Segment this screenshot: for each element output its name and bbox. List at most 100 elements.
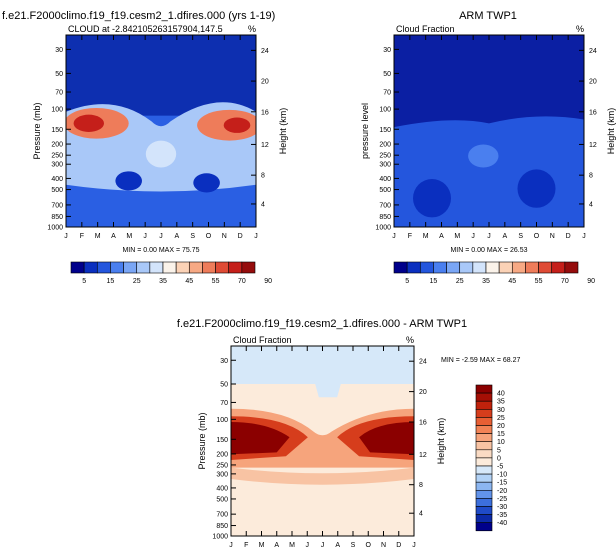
heatmap-low-patch-2 [517, 169, 556, 208]
colorbar-label: -25 [497, 496, 507, 503]
x-tick-label: J [306, 542, 310, 549]
colorbar-box [564, 261, 579, 274]
x-tick-label: M [95, 233, 101, 240]
y-tick-label: 50 [383, 71, 391, 78]
colorbar-label: 70 [238, 278, 246, 285]
y-tick-label: 100 [379, 107, 391, 114]
x-tick-label: A [502, 233, 507, 240]
x-tick-label: S [190, 233, 195, 240]
y-right-tick-label: 8 [261, 173, 265, 180]
colorbar-box [475, 433, 493, 443]
colorbar-label: 15 [430, 278, 438, 285]
colorbar-label: 0 [497, 455, 501, 462]
colorbar-box [498, 261, 513, 274]
x-tick-label: J [471, 233, 475, 240]
chart-title: f.e21.F2000climo.f19_f19.cesm2_1.dfires.… [177, 318, 467, 330]
units-label: % [248, 24, 256, 34]
panel-3: J F M A M J J A S O N D J 30 50 70 100 150 200 250 300 400 500… [197, 335, 446, 549]
y-tick-label: 500 [216, 496, 228, 503]
colorbar-label: -5 [497, 464, 503, 471]
x-tick-label: O [366, 542, 372, 549]
x-tick-label: J [143, 233, 147, 240]
colorbar-label: 10 [497, 439, 505, 446]
colorbar-box [475, 522, 493, 532]
heatmap-area [231, 346, 414, 536]
colorbar-box [475, 481, 493, 491]
y-tick-label: 100 [216, 417, 228, 424]
colorbar-box [551, 261, 566, 274]
y-tick-label: 500 [51, 187, 63, 194]
colorbar-box [475, 425, 493, 434]
x-tick-label: J [487, 233, 491, 240]
y-tick-label: 30 [55, 47, 63, 54]
min-max-stats: MIN = 0.00 MAX = 75.75 [122, 247, 199, 254]
heatmap-mid-light [145, 140, 177, 168]
x-tick-label: D [238, 233, 243, 240]
y-tick-label: 250 [379, 153, 391, 160]
colorbar-box [538, 261, 553, 274]
colorbar-box [241, 261, 256, 274]
y-tick-label: 70 [220, 400, 228, 407]
heatmap-low-dark-2 [193, 173, 220, 193]
y-right-tick-label: 24 [419, 359, 427, 366]
colorbar-label: 35 [482, 278, 490, 285]
x-tick-label: F [80, 233, 84, 240]
x-tick-label: O [206, 233, 212, 240]
heatmap-peak-east-core [223, 117, 251, 133]
y-right-tick-label: 12 [419, 452, 427, 459]
colorbar-label: -35 [497, 512, 507, 519]
x-tick-label: M [289, 542, 295, 549]
colorbar-2: 5 15 25 35 45 55 70 90 [393, 261, 595, 285]
y-axis-right-label: Height (km) [436, 418, 446, 465]
chart-title: f.e21.F2000climo.f19_f19.cesm2_1.dfires.… [2, 10, 275, 22]
y-tick-label: 400 [216, 485, 228, 492]
colorbar-label: 40 [497, 391, 505, 398]
x-tick-label: N [381, 542, 386, 549]
colorbar-box [475, 506, 493, 515]
y-tick-label: 250 [51, 153, 63, 160]
colorbar-label: 25 [497, 415, 505, 422]
y-tick-label: 700 [216, 512, 228, 519]
y-right-tick-label: 16 [261, 109, 269, 116]
y-axis-label: pressure level [360, 103, 370, 159]
y-tick-label: 200 [379, 142, 391, 149]
x-tick-label: J [392, 233, 396, 240]
colorbar-box [475, 408, 493, 418]
colorbar-box [475, 514, 493, 523]
y-right-tick-label: 12 [589, 142, 597, 149]
y-axis-label: Pressure (mb) [32, 102, 42, 159]
x-tick-label: J [321, 542, 325, 549]
y-tick-label: 300 [216, 471, 228, 478]
colorbar-box [149, 261, 164, 274]
y-right-tick-label: 8 [419, 482, 423, 489]
x-tick-label: S [351, 542, 356, 549]
y-tick-label: 70 [383, 90, 391, 97]
colorbar-box [406, 261, 421, 274]
y-tick-label: 200 [216, 451, 228, 458]
x-tick-label: A [274, 542, 279, 549]
colorbar-box [485, 261, 500, 274]
min-max-stats: MIN = 0.00 MAX = 26.53 [450, 247, 527, 254]
colorbar-box [459, 261, 474, 274]
colorbar-label: 45 [185, 278, 193, 285]
colorbar-label: 55 [535, 278, 543, 285]
y-right-tick-label: 20 [419, 389, 427, 396]
x-tick-label: D [396, 542, 401, 549]
colorbar-box [228, 261, 243, 274]
colorbar-label: -40 [497, 520, 507, 527]
y-tick-label: 400 [51, 176, 63, 183]
panel-2: J F M A M J J A S O N D J 30 50 70 100 150 200 250 300 400 500… [360, 24, 616, 240]
colorbar-box [202, 261, 216, 274]
colorbar-box [525, 261, 539, 274]
colorbar-box [83, 261, 98, 274]
colorbar-label: 30 [497, 407, 505, 414]
heatmap-warm-fringe [231, 467, 414, 485]
y-axis-right-label: Height (km) [278, 108, 288, 155]
colorbar-box [475, 449, 493, 459]
colorbar-label: 55 [212, 278, 220, 285]
x-tick-label: M [423, 233, 429, 240]
x-tick-label: J [412, 542, 416, 549]
colorbar-label: 20 [497, 423, 505, 430]
x-tick-label: F [408, 233, 412, 240]
x-tick-label: A [439, 233, 444, 240]
